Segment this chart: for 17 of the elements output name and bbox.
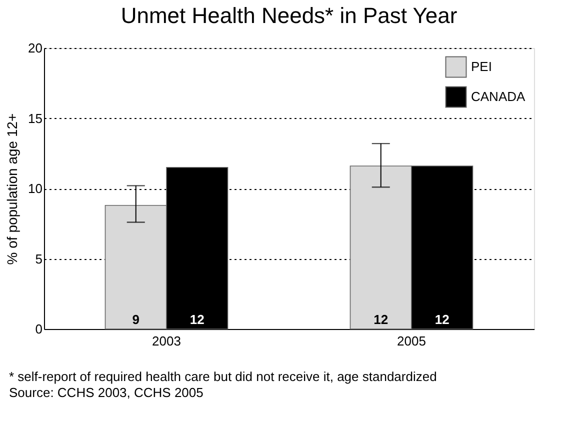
y-axis-title: % of population age 12+ — [4, 113, 20, 265]
data-label: 12 — [190, 312, 204, 327]
y-tick-label: 15 — [28, 110, 42, 126]
y-tick-label: 10 — [28, 181, 42, 196]
y-tick-label: 5 — [35, 251, 42, 266]
legend-label: PEI — [471, 59, 492, 74]
legend-label: CANADA — [471, 89, 526, 104]
y-tick-label: 20 — [28, 40, 42, 56]
data-label: 12 — [374, 312, 388, 327]
y-tick-label: 0 — [35, 322, 42, 336]
x-tick-label: 2005 — [397, 334, 426, 348]
text: * self-report of required health care but did not receive it, age standardized — [9, 369, 437, 384]
source-note: Source: CCHS 2003, CCHS 2005 — [9, 385, 204, 400]
data-label: 9 — [132, 312, 140, 327]
x-tick-label: 2003 — [152, 334, 181, 348]
data-label: 12 — [434, 312, 450, 327]
chart-title: Unmet Health Needs* in Past Year — [120, 3, 458, 28]
